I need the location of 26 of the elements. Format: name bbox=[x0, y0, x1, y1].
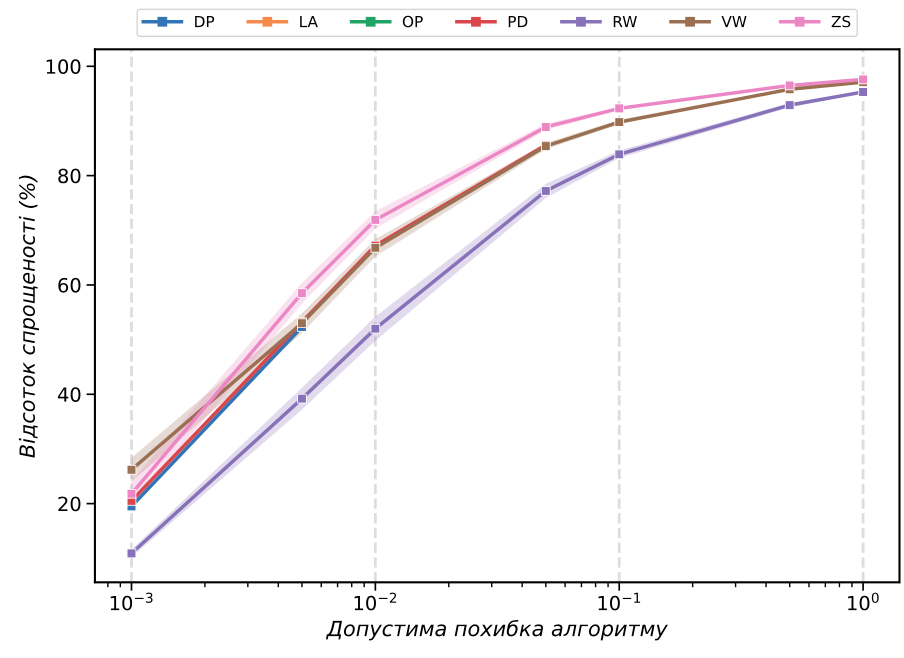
point bbox=[126, 548, 136, 558]
y-tick-label: 60 bbox=[58, 278, 80, 293]
x-tick-label: 10$^{−2}$ bbox=[354, 592, 396, 610]
y-tick-label: 20 bbox=[58, 496, 80, 512]
legend-label: DP bbox=[195, 16, 214, 28]
y-axis-title: Відсоток спрощеності (%) bbox=[18, 176, 40, 458]
point bbox=[370, 215, 380, 225]
legend-label: VW bbox=[722, 16, 746, 28]
legend-label: LA bbox=[300, 16, 318, 28]
point bbox=[370, 324, 380, 334]
point bbox=[858, 87, 868, 97]
point bbox=[126, 488, 136, 499]
x-tick-label: 10$^{−3}$ bbox=[110, 592, 153, 610]
y-tick-label: 100 bbox=[46, 59, 80, 74]
x-tick-label: 10$^{0}$ bbox=[848, 592, 879, 610]
point bbox=[126, 464, 136, 475]
x-axis-title: Допустима похибка алгоритму bbox=[326, 620, 668, 640]
legend-label: PD bbox=[508, 16, 528, 28]
point bbox=[858, 74, 868, 84]
legend-label: ZS bbox=[832, 16, 850, 28]
point bbox=[370, 242, 380, 253]
legend-label: RW bbox=[614, 16, 637, 28]
legend-label: OP bbox=[402, 16, 423, 28]
x-tick-label: 10$^{−1}$ bbox=[598, 592, 640, 610]
y-tick-label: 40 bbox=[58, 387, 80, 402]
y-tick-label: 80 bbox=[58, 168, 80, 184]
